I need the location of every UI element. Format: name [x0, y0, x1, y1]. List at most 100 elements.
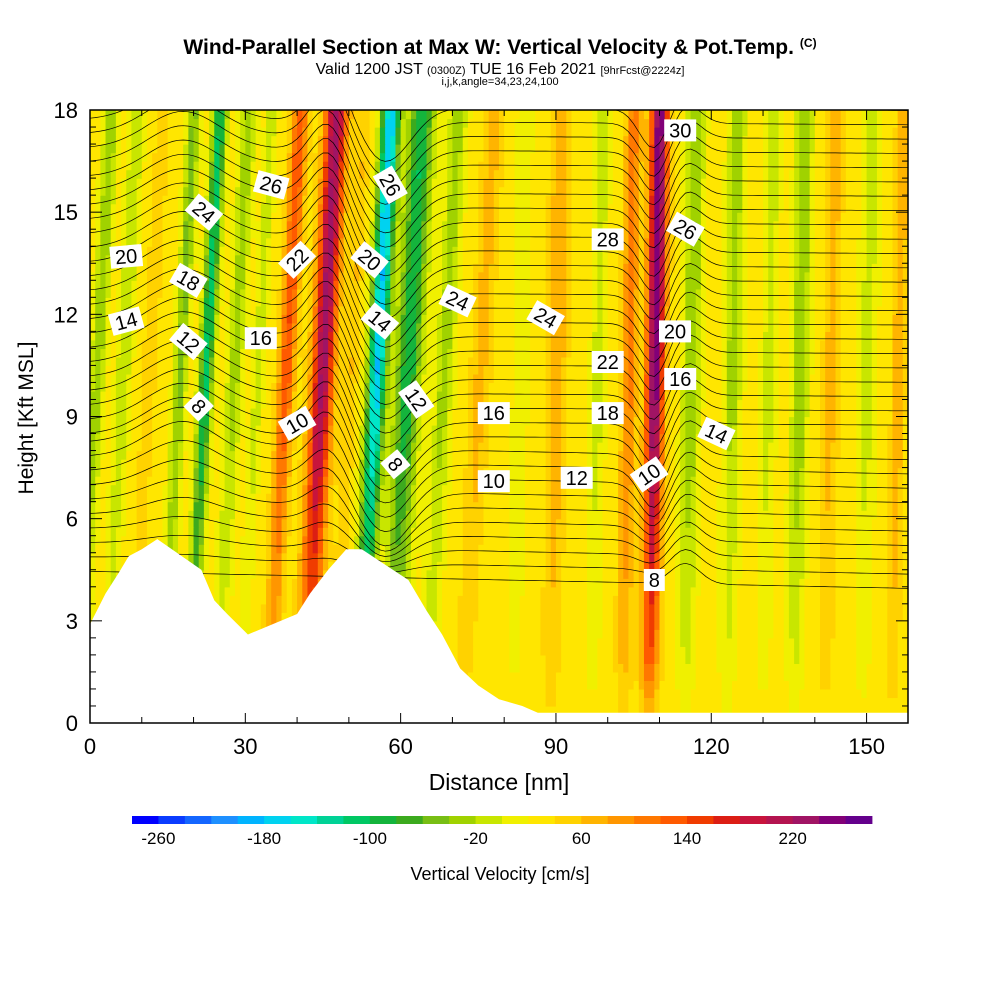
- velocity-cell: [266, 493, 272, 503]
- velocity-cell: [711, 646, 718, 656]
- velocity-cell: [540, 705, 547, 716]
- velocity-cell: [493, 680, 500, 690]
- velocity-cell: [152, 535, 158, 545]
- velocity-cell: [768, 569, 774, 579]
- velocity-cell: [638, 561, 645, 571]
- velocity-cell: [804, 646, 811, 656]
- velocity-cell: [462, 544, 469, 554]
- velocity-cell: [250, 484, 257, 494]
- velocity-cell: [317, 501, 324, 511]
- velocity-cell: [550, 671, 557, 682]
- velocity-cell: [840, 671, 847, 682]
- velocity-cell: [514, 637, 521, 647]
- velocity-cell: [747, 697, 754, 707]
- velocity-cell: [628, 680, 635, 690]
- velocity-cell: [897, 544, 904, 554]
- velocity-cell: [281, 493, 288, 503]
- velocity-cell: [902, 663, 908, 673]
- velocity-cell: [297, 450, 303, 460]
- velocity-cell: [245, 450, 252, 460]
- velocity-cell: [602, 544, 609, 554]
- velocity-cell: [695, 688, 702, 699]
- velocity-cell: [897, 646, 904, 656]
- velocity-cell: [721, 620, 728, 630]
- velocity-cell: [711, 688, 718, 699]
- velocity-cell: [229, 603, 236, 613]
- velocity-cell: [395, 561, 402, 571]
- velocity-cell: [819, 612, 826, 622]
- velocity-cell: [752, 493, 759, 503]
- velocity-cell: [840, 612, 847, 622]
- velocity-cell: [447, 510, 454, 520]
- velocity-cell: [571, 578, 578, 588]
- velocity-cell: [737, 603, 743, 613]
- velocity-cell: [814, 501, 821, 511]
- velocity-cell: [618, 476, 624, 486]
- velocity-cell: [462, 535, 469, 545]
- velocity-cell: [561, 569, 567, 579]
- velocity-cell: [545, 569, 552, 579]
- velocity-cell: [514, 595, 521, 605]
- velocity-cell: [95, 459, 101, 469]
- velocity-cell: [255, 535, 262, 545]
- velocity-cell: [747, 629, 754, 639]
- velocity-cell: [757, 544, 764, 554]
- velocity-cell: [473, 654, 479, 664]
- velocity-cell: [157, 535, 164, 545]
- velocity-cell: [545, 561, 552, 571]
- velocity-cell: [700, 552, 707, 562]
- velocity-cell: [752, 544, 759, 554]
- velocity-cell: [618, 561, 624, 571]
- velocity-cell: [700, 459, 707, 469]
- velocity-cell: [799, 595, 806, 605]
- velocity-cell: [514, 510, 521, 520]
- velocity-cell: [266, 535, 272, 545]
- velocity-cell: [483, 612, 490, 622]
- velocity-cell: [121, 476, 127, 486]
- velocity-cell: [809, 654, 816, 664]
- velocity-cell: [136, 510, 143, 520]
- velocity-cell: [504, 688, 510, 699]
- velocity-cell: [95, 561, 101, 571]
- velocity-cell: [887, 552, 894, 562]
- velocity-cell: [447, 535, 454, 545]
- velocity-cell: [178, 476, 184, 486]
- velocity-cell: [240, 467, 246, 477]
- velocity-cell: [488, 629, 495, 639]
- velocity-cell: [628, 688, 635, 699]
- velocity-cell: [675, 459, 681, 469]
- velocity-cell: [307, 535, 314, 545]
- velocity-cell: [623, 510, 630, 520]
- velocity-cell: [255, 493, 262, 503]
- velocity-cell: [483, 527, 490, 537]
- velocity-cell: [369, 476, 376, 486]
- velocity-cell: [234, 518, 241, 528]
- velocity-cell: [659, 595, 666, 605]
- velocity-cell: [576, 561, 583, 571]
- velocity-cell: [778, 510, 785, 520]
- velocity-cell: [266, 595, 272, 605]
- velocity-cell: [229, 484, 236, 494]
- velocity-cell: [618, 510, 624, 520]
- velocity-cell: [224, 527, 231, 537]
- velocity-cell: [871, 688, 878, 699]
- velocity-cell: [499, 501, 505, 511]
- velocity-cell: [224, 552, 231, 562]
- velocity-cell: [535, 459, 542, 469]
- velocity-cell: [426, 603, 433, 613]
- velocity-cell: [266, 578, 272, 588]
- velocity-cell: [700, 603, 707, 613]
- velocity-cell: [623, 586, 630, 596]
- velocity-cell: [835, 629, 842, 639]
- velocity-cell: [473, 535, 479, 545]
- velocity-cell: [121, 518, 127, 528]
- velocity-cell: [711, 510, 718, 520]
- velocity-cell: [716, 629, 723, 639]
- velocity-cell: [193, 535, 200, 545]
- velocity-cell: [302, 586, 309, 596]
- velocity-cell: [773, 484, 780, 494]
- velocity-cell: [726, 671, 733, 682]
- velocity-cell: [737, 493, 743, 503]
- velocity-cell: [488, 510, 495, 520]
- velocity-cell: [90, 586, 96, 596]
